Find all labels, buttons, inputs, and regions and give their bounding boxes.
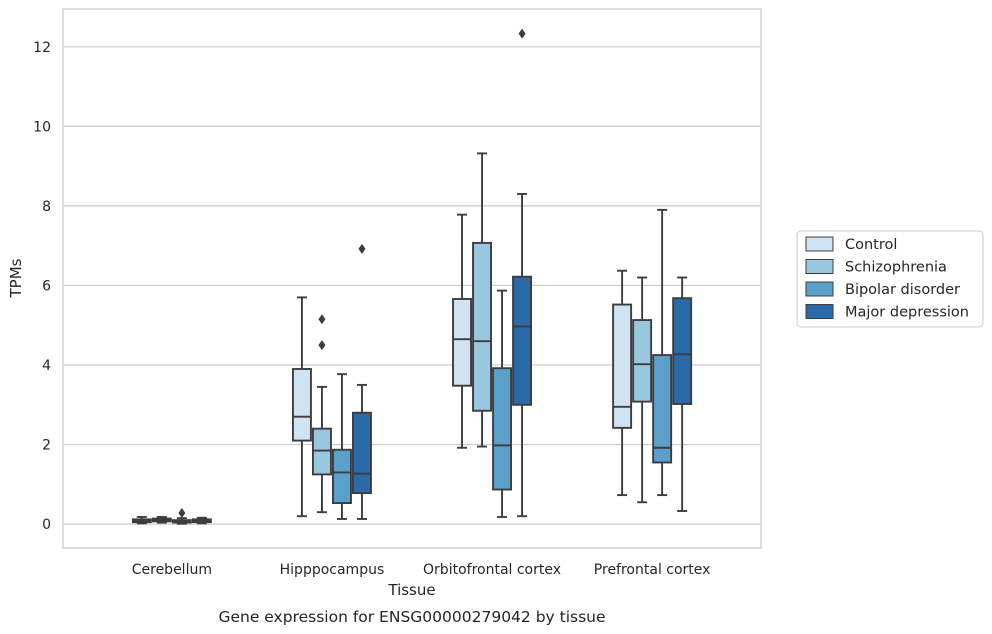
box-iqr <box>632 319 653 403</box>
outlier-point <box>518 28 526 39</box>
y-tick-label: 8 <box>42 199 51 215</box>
box-group <box>191 516 212 525</box>
box-iqr <box>492 367 513 491</box>
box-group <box>332 373 352 520</box>
x-tick-label: Prefrontal cortex <box>594 562 711 578</box>
box-group <box>492 289 513 518</box>
legend-label: Schizophrenia <box>845 260 947 276</box>
boxes <box>131 28 693 525</box>
plot-frame <box>62 8 762 549</box>
legend: Control Schizophrenia Bipolar disorder Majo… <box>796 230 984 328</box>
box-iqr <box>311 427 332 476</box>
legend-label: Bipolar disorder <box>845 282 960 298</box>
box-iqr <box>472 241 492 412</box>
legend-swatch <box>805 236 834 252</box>
y-tick-labels: 0 2 4 6 8 10 12 <box>33 40 51 533</box>
box-group <box>311 314 332 514</box>
y-tick-label: 6 <box>42 278 51 294</box>
x-tick-label: Hipppocampus <box>280 562 385 578</box>
box-group <box>672 276 693 512</box>
x-tick-labels: Cerebellum Hipppocampus Orbitofrontal cort… <box>132 562 711 578</box>
outlier-point <box>318 314 326 325</box>
box-group <box>472 152 492 448</box>
box-group <box>352 243 372 520</box>
y-tick-label: 4 <box>42 358 51 374</box>
figure-caption: Gene expression for ENSG00000279042 by t… <box>218 608 605 626</box>
box-group <box>612 269 633 497</box>
y-axis-label: TPMs <box>7 258 25 298</box>
box-iqr <box>672 297 693 405</box>
legend-swatch <box>805 259 834 274</box>
box-group <box>131 516 152 525</box>
box-group <box>291 296 312 518</box>
box-iqr <box>612 303 633 429</box>
legend-label: Major depression <box>845 305 969 321</box>
legend-label: Control <box>845 237 897 253</box>
box-iqr <box>652 354 673 464</box>
outlier-point <box>178 507 186 518</box>
box-iqr <box>452 298 472 387</box>
grid-lines <box>63 46 761 525</box>
box-iqr <box>332 448 352 505</box>
y-tick-label: 10 <box>33 119 51 135</box>
x-tick-label: Orbitofrontal cortex <box>423 562 561 578</box>
y-tick-label: 0 <box>42 517 51 533</box>
box-group <box>632 276 653 504</box>
legend-items: Control Schizophrenia Bipolar disorder Majo… <box>805 236 969 321</box>
x-tick-label: Cerebellum <box>132 562 212 578</box>
box-iqr <box>512 275 533 406</box>
y-tick-label: 2 <box>42 438 51 454</box>
legend-frame <box>796 230 984 328</box>
box-iqr <box>291 368 312 442</box>
box-group <box>151 516 172 524</box>
y-tick-label: 12 <box>33 40 51 56</box>
outlier-point <box>358 243 366 254</box>
x-axis-label: Tissue <box>387 581 435 599</box>
box-iqr <box>352 411 372 495</box>
outlier-point <box>318 340 326 351</box>
box-group <box>452 213 472 449</box>
legend-swatch <box>805 281 834 297</box>
box-group <box>171 507 192 525</box>
box-group <box>512 28 533 518</box>
box-group <box>652 208 673 497</box>
legend-swatch <box>805 304 834 319</box>
plot-background <box>63 9 761 548</box>
